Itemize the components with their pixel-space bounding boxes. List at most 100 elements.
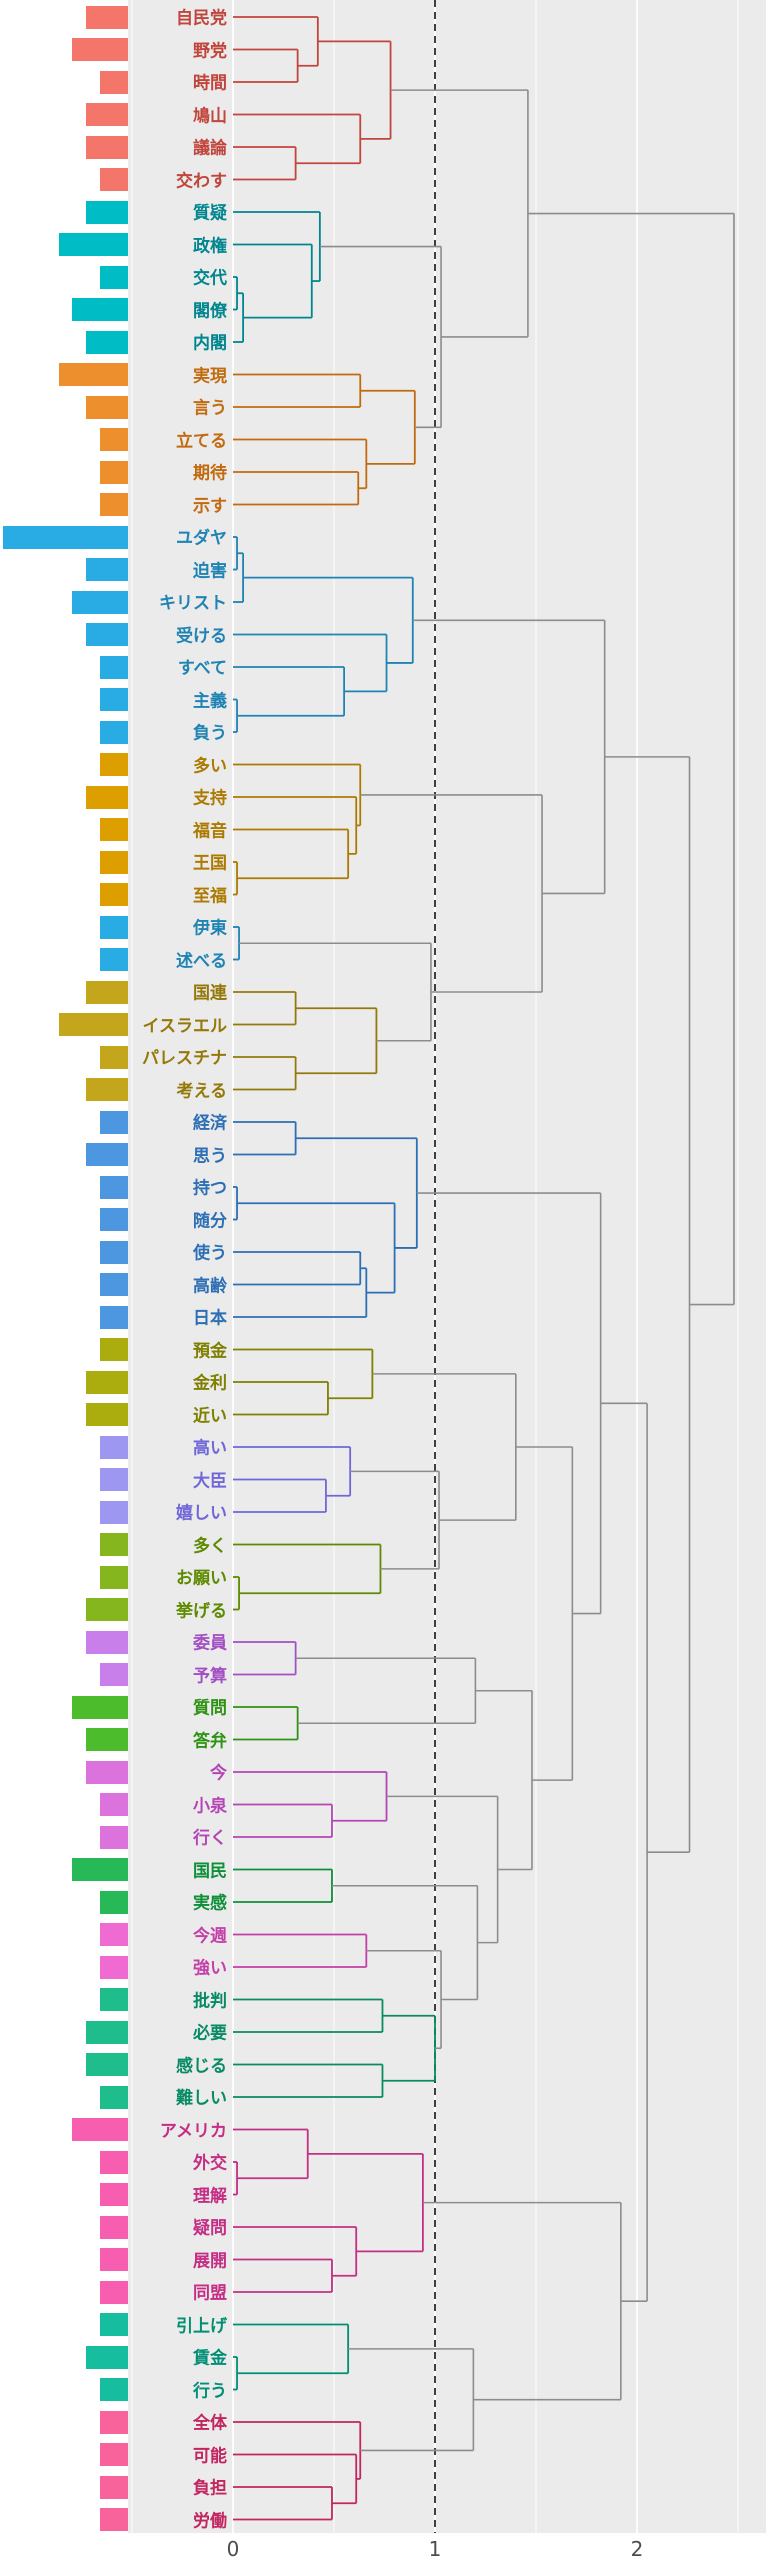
frequency-bar xyxy=(100,1663,128,1686)
leaf-label: 国連 xyxy=(193,983,227,1004)
frequency-bar xyxy=(86,1760,128,1784)
leaf-label: 内閣 xyxy=(193,333,227,354)
leaf-label: 近い xyxy=(193,1406,227,1426)
frequency-bar xyxy=(100,1338,128,1361)
frequency-bar xyxy=(100,2410,128,2434)
frequency-bar xyxy=(100,850,128,874)
leaf-label: 言う xyxy=(193,398,227,419)
frequency-bar xyxy=(100,1793,128,1816)
frequency-bar xyxy=(86,1370,128,1394)
leaf-label: 展開 xyxy=(193,2251,227,2271)
leaf-label: 持つ xyxy=(193,1178,227,1199)
leaf-label: 議論 xyxy=(193,138,227,159)
frequency-bar xyxy=(86,1403,128,1426)
leaf-label: 行う xyxy=(193,2381,227,2401)
leaf-label: 立てる xyxy=(176,431,227,451)
frequency-bar xyxy=(100,1273,128,1296)
frequency-bar xyxy=(100,1988,128,2011)
leaf-label: 小泉 xyxy=(193,1796,227,1816)
frequency-bar xyxy=(100,1110,128,1134)
frequency-bar xyxy=(100,655,128,679)
leaf-label: 考える xyxy=(176,1081,228,1101)
leaf-label: イスラエル xyxy=(142,1016,228,1036)
frequency-bar xyxy=(86,1143,128,1166)
frequency-bar xyxy=(100,720,128,744)
leaf-label: 委員 xyxy=(193,1633,227,1654)
leaf-label: 示す xyxy=(193,496,227,516)
leaf-label: 高い xyxy=(193,1438,227,1459)
frequency-bar xyxy=(86,785,128,809)
leaf-label: 今週 xyxy=(193,1926,227,1946)
x-axis-tick-label: 0 xyxy=(226,2537,240,2561)
leaf-label: 期待 xyxy=(193,463,227,484)
leaf-label: 感じる xyxy=(176,2056,227,2076)
leaf-label: 外交 xyxy=(193,2153,227,2174)
frequency-bar xyxy=(100,1435,128,1459)
leaf-label: 実感 xyxy=(193,1893,227,1914)
frequency-bar xyxy=(100,2443,128,2466)
leaf-label: 伊東 xyxy=(193,918,227,939)
leaf-label: 理解 xyxy=(193,2186,227,2206)
frequency-bar xyxy=(100,2508,128,2531)
leaf-label: すべて xyxy=(177,658,227,679)
leaf-label: 行く xyxy=(193,1828,227,1849)
frequency-bar xyxy=(72,298,128,321)
frequency-bar xyxy=(86,1728,128,1751)
frequency-bar xyxy=(58,363,128,386)
leaf-label: 交わす xyxy=(176,171,227,191)
leaf-label: 実現 xyxy=(193,366,227,386)
frequency-bar xyxy=(86,200,128,224)
leaf-label: パレスチナ xyxy=(142,1048,227,1069)
leaf-label: お願い xyxy=(176,1568,227,1589)
frequency-bar xyxy=(100,1533,128,1556)
leaf-label: 多い xyxy=(193,756,227,776)
leaf-label: 答弁 xyxy=(193,1731,227,1751)
frequency-bar xyxy=(72,590,128,614)
frequency-bar xyxy=(86,2053,128,2076)
leaf-label: 自民党 xyxy=(176,8,227,29)
leaf-label: 質疑 xyxy=(193,203,227,224)
frequency-bar xyxy=(72,38,128,61)
leaf-label: 労働 xyxy=(193,2511,227,2531)
frequency-bar xyxy=(86,980,128,1004)
frequency-bar xyxy=(100,1208,128,1231)
frequency-bar xyxy=(100,1565,128,1589)
frequency-bar xyxy=(72,2118,128,2141)
frequency-bar xyxy=(100,168,128,191)
x-axis-tick-label: 2 xyxy=(630,2537,644,2561)
frequency-bar xyxy=(100,1175,128,1199)
leaf-label: 支持 xyxy=(193,788,227,809)
leaf-label: 国民 xyxy=(193,1861,227,1881)
leaf-label: アメリカ xyxy=(159,2121,227,2141)
leaf-label: 使う xyxy=(193,1243,227,1264)
leaf-label: キリスト xyxy=(159,593,227,614)
frequency-bar xyxy=(100,2378,128,2401)
leaf-label: 必要 xyxy=(193,2023,227,2044)
leaf-label: 大臣 xyxy=(193,1471,227,1491)
frequency-bar xyxy=(86,5,128,29)
leaf-label: 可能 xyxy=(193,2446,227,2466)
leaf-label: 同盟 xyxy=(193,2283,227,2304)
frequency-bar xyxy=(86,1630,128,1654)
frequency-bar xyxy=(100,688,128,711)
leaf-label: 負担 xyxy=(193,2478,227,2499)
frequency-bar xyxy=(100,2248,128,2271)
frequency-bar xyxy=(100,948,128,971)
x-axis-tick-label: 1 xyxy=(428,2537,442,2561)
frequency-bar xyxy=(100,265,128,289)
frequency-bar xyxy=(86,558,128,581)
frequency-bar xyxy=(86,330,128,354)
leaf-label: 鳩山 xyxy=(193,106,227,126)
frequency-bar xyxy=(72,1858,128,1881)
frequency-bar xyxy=(86,103,128,126)
leaf-label: 迫害 xyxy=(193,561,227,581)
frequency-bar xyxy=(100,1240,128,1264)
frequency-bar xyxy=(100,1825,128,1849)
frequency-bar xyxy=(86,2345,128,2369)
leaf-label: 予算 xyxy=(193,1666,227,1686)
frequency-bar xyxy=(100,1045,128,1069)
frequency-bar xyxy=(100,1500,128,1524)
leaf-label: 述べる xyxy=(176,951,227,971)
